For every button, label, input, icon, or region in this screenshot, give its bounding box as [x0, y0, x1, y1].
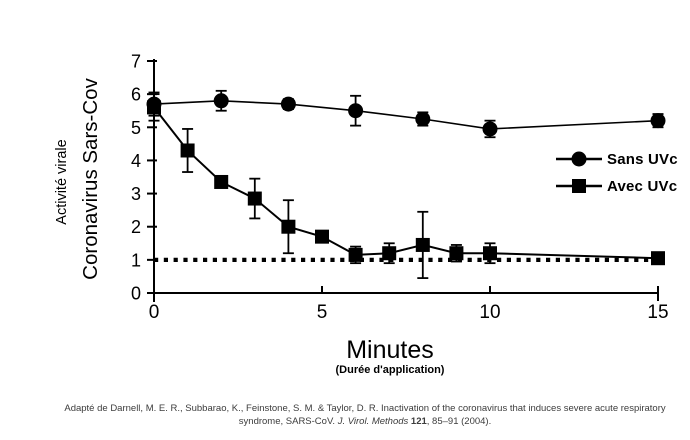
data-point-square: [180, 143, 195, 158]
citation-line1: Adapté de Darnell, M. E. R., Subbarao, K…: [64, 403, 666, 414]
legend: Sans UVc Avec UVc: [556, 150, 678, 195]
data-point-square: [348, 247, 363, 262]
data-point-circle: [280, 96, 296, 112]
legend-item-sans-uvc: Sans UVc: [556, 150, 678, 168]
data-point-circle: [650, 113, 666, 129]
legend-item-avec-uvc: Avec UVc: [556, 177, 678, 195]
plot-area: 0 1 2 3 4 5 6 7 0 5 10 15: [131, 52, 669, 324]
citation-line2-prefix: syndrome, SARS-CoV.: [238, 416, 338, 427]
y-tick-label: 5: [131, 118, 141, 138]
x-axis-title: Minutes: [346, 336, 434, 364]
data-point-square: [281, 219, 296, 234]
data-point-square: [382, 246, 397, 261]
y-tick-label: 1: [131, 250, 141, 270]
y-axis-title-line2: Coronavirus Sars-Cov: [79, 77, 102, 279]
square-marker-icon: [556, 179, 602, 193]
x-axis-subtitle: (Durée d'application): [336, 364, 445, 376]
x-tick-label: 0: [149, 302, 160, 323]
citation-volume: 121: [410, 416, 427, 427]
circle-marker-icon: [556, 151, 602, 167]
data-point-circle: [348, 103, 364, 119]
series-line-sans-uvc: [153, 99, 659, 130]
citation: Adapté de Darnell, M. E. R., Subbarao, K…: [40, 402, 690, 428]
data-point-circle: [415, 111, 431, 127]
legend-label-avec-uvc: Avec UVc: [607, 177, 678, 195]
y-tick-label: 3: [131, 184, 141, 204]
data-point-square: [415, 237, 430, 252]
data-point-square: [315, 229, 329, 244]
data-point-square: [651, 251, 665, 266]
y-tick-label: 6: [131, 85, 141, 105]
data-point-square: [247, 191, 262, 206]
citation-line2-suffix: , 85–91 (2004).: [426, 416, 492, 427]
data-point-square: [483, 246, 497, 261]
x-tick-label: 10: [479, 302, 500, 323]
data-point-circle: [482, 121, 498, 137]
legend-label-sans-uvc: Sans UVc: [607, 150, 678, 168]
y-axis-title-line1: Activité virale: [54, 139, 70, 224]
y-tick-label: 2: [131, 217, 141, 237]
data-point-square: [449, 246, 464, 261]
y-tick-label: 4: [131, 151, 141, 171]
x-tick-label: 5: [317, 302, 328, 323]
y-tick-label: 7: [131, 52, 141, 72]
citation-journal: J. Virol. Methods: [337, 416, 411, 427]
data-point-square: [147, 100, 161, 115]
y-tick-label: 0: [131, 284, 141, 304]
x-tick-label: 15: [647, 302, 668, 323]
data-point-circle: [213, 93, 229, 109]
data-point-square: [214, 174, 229, 189]
